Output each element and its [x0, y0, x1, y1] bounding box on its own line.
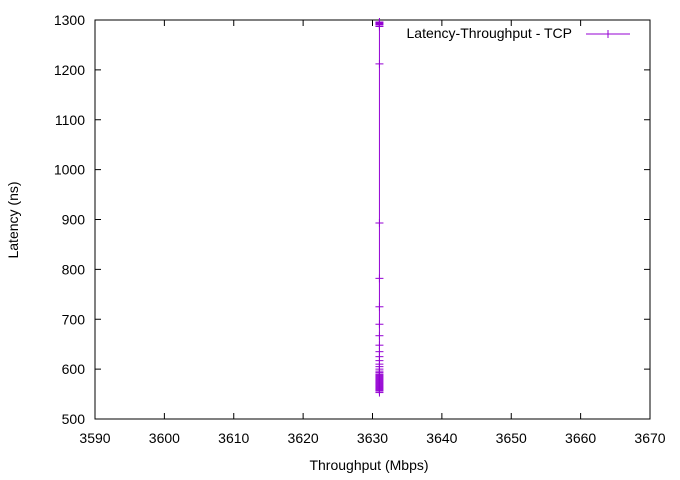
x-axis-title: Throughput (Mbps) — [309, 457, 428, 473]
y-tick-label: 800 — [62, 261, 86, 277]
y-tick-labels: 500 600 700 800 900 1000 1100 1200 1300 — [54, 12, 85, 427]
y-tick-label: 600 — [62, 361, 86, 377]
series-layer — [375, 17, 384, 397]
y-tick-label: 1100 — [55, 112, 85, 128]
data-point — [375, 59, 384, 68]
x-tick-label: 3640 — [426, 430, 457, 446]
x-tick-label: 3620 — [288, 430, 319, 446]
x-tick-label: 3600 — [149, 430, 180, 446]
x-tick-label: 3670 — [634, 430, 665, 446]
x-tick-label: 3630 — [357, 430, 388, 446]
y-tick-label: 900 — [62, 212, 86, 228]
y-tick-label: 1000 — [54, 162, 85, 178]
x-tick-label: 3650 — [496, 430, 527, 446]
x-tick-label: 3610 — [218, 430, 249, 446]
data-point — [375, 274, 384, 283]
data-point — [375, 331, 384, 340]
axis-ticks — [94, 19, 651, 420]
x-tick-labels: 3590 3600 3610 3620 3630 3640 3650 3660 3670 — [79, 430, 665, 446]
y-tick-label: 700 — [62, 311, 86, 327]
x-tick-label: 3660 — [565, 430, 596, 446]
legend-label: Latency-Throughput - TCP — [407, 25, 573, 41]
y-tick-label: 1200 — [54, 62, 85, 78]
plot-frame — [94, 19, 651, 420]
data-point — [375, 320, 384, 329]
y-tick-label: 1300 — [54, 12, 85, 28]
x-tick-label: 3590 — [79, 430, 110, 446]
legend: Latency-Throughput - TCP — [407, 25, 630, 41]
data-point — [375, 17, 384, 26]
y-axis-title: Latency (ns) — [5, 181, 21, 258]
data-point — [375, 302, 384, 311]
data-point — [375, 341, 384, 350]
data-point — [375, 218, 384, 227]
y-tick-label: 500 — [62, 411, 86, 427]
